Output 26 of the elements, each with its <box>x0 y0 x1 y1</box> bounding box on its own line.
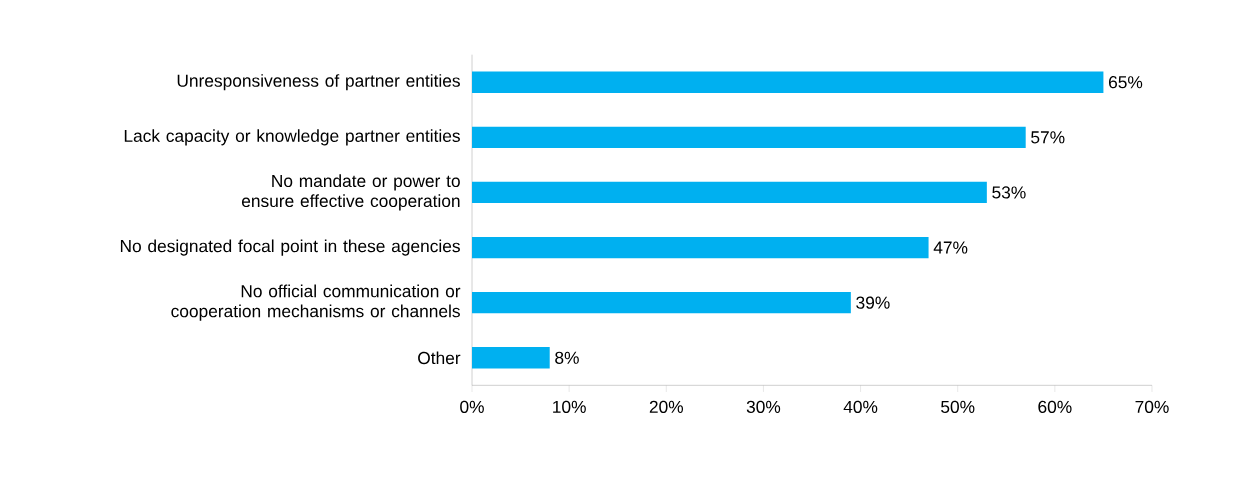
data-label: 8% <box>555 351 579 364</box>
bar <box>472 236 929 259</box>
data-label: 65% <box>1109 76 1143 89</box>
data-label: 39% <box>856 296 890 309</box>
bar <box>472 71 1104 93</box>
data-label: 53% <box>992 186 1026 199</box>
x-tick-label: 70% <box>1135 400 1169 413</box>
bar <box>472 181 987 204</box>
data-label: 47% <box>933 241 968 254</box>
x-tick-label: 0% <box>460 400 484 413</box>
bar <box>472 291 851 314</box>
y-tick-label: No mandate or power to ensure effective cooperation <box>241 174 460 211</box>
data-label: 57% <box>1031 131 1065 144</box>
x-tick-label: 60% <box>1038 400 1072 413</box>
bar <box>472 126 1026 148</box>
x-tick-label: 40% <box>843 400 878 413</box>
y-tick-label: Other <box>418 351 461 365</box>
y-tick-label: Lack capacity or knowledge partner entities <box>124 129 460 146</box>
x-tick-label: 30% <box>746 400 781 413</box>
x-tick-label: 20% <box>649 400 684 413</box>
x-tick-label: 50% <box>941 400 975 413</box>
x-tick-label: 10% <box>553 400 586 413</box>
y-tick-label: No official communication or cooperation mechanisms or channels <box>171 284 461 321</box>
y-tick-label: Unresponsiveness of partner entities <box>177 74 460 91</box>
bar <box>472 347 550 369</box>
y-tick-label: No designated focal point in these agencies <box>120 239 460 256</box>
